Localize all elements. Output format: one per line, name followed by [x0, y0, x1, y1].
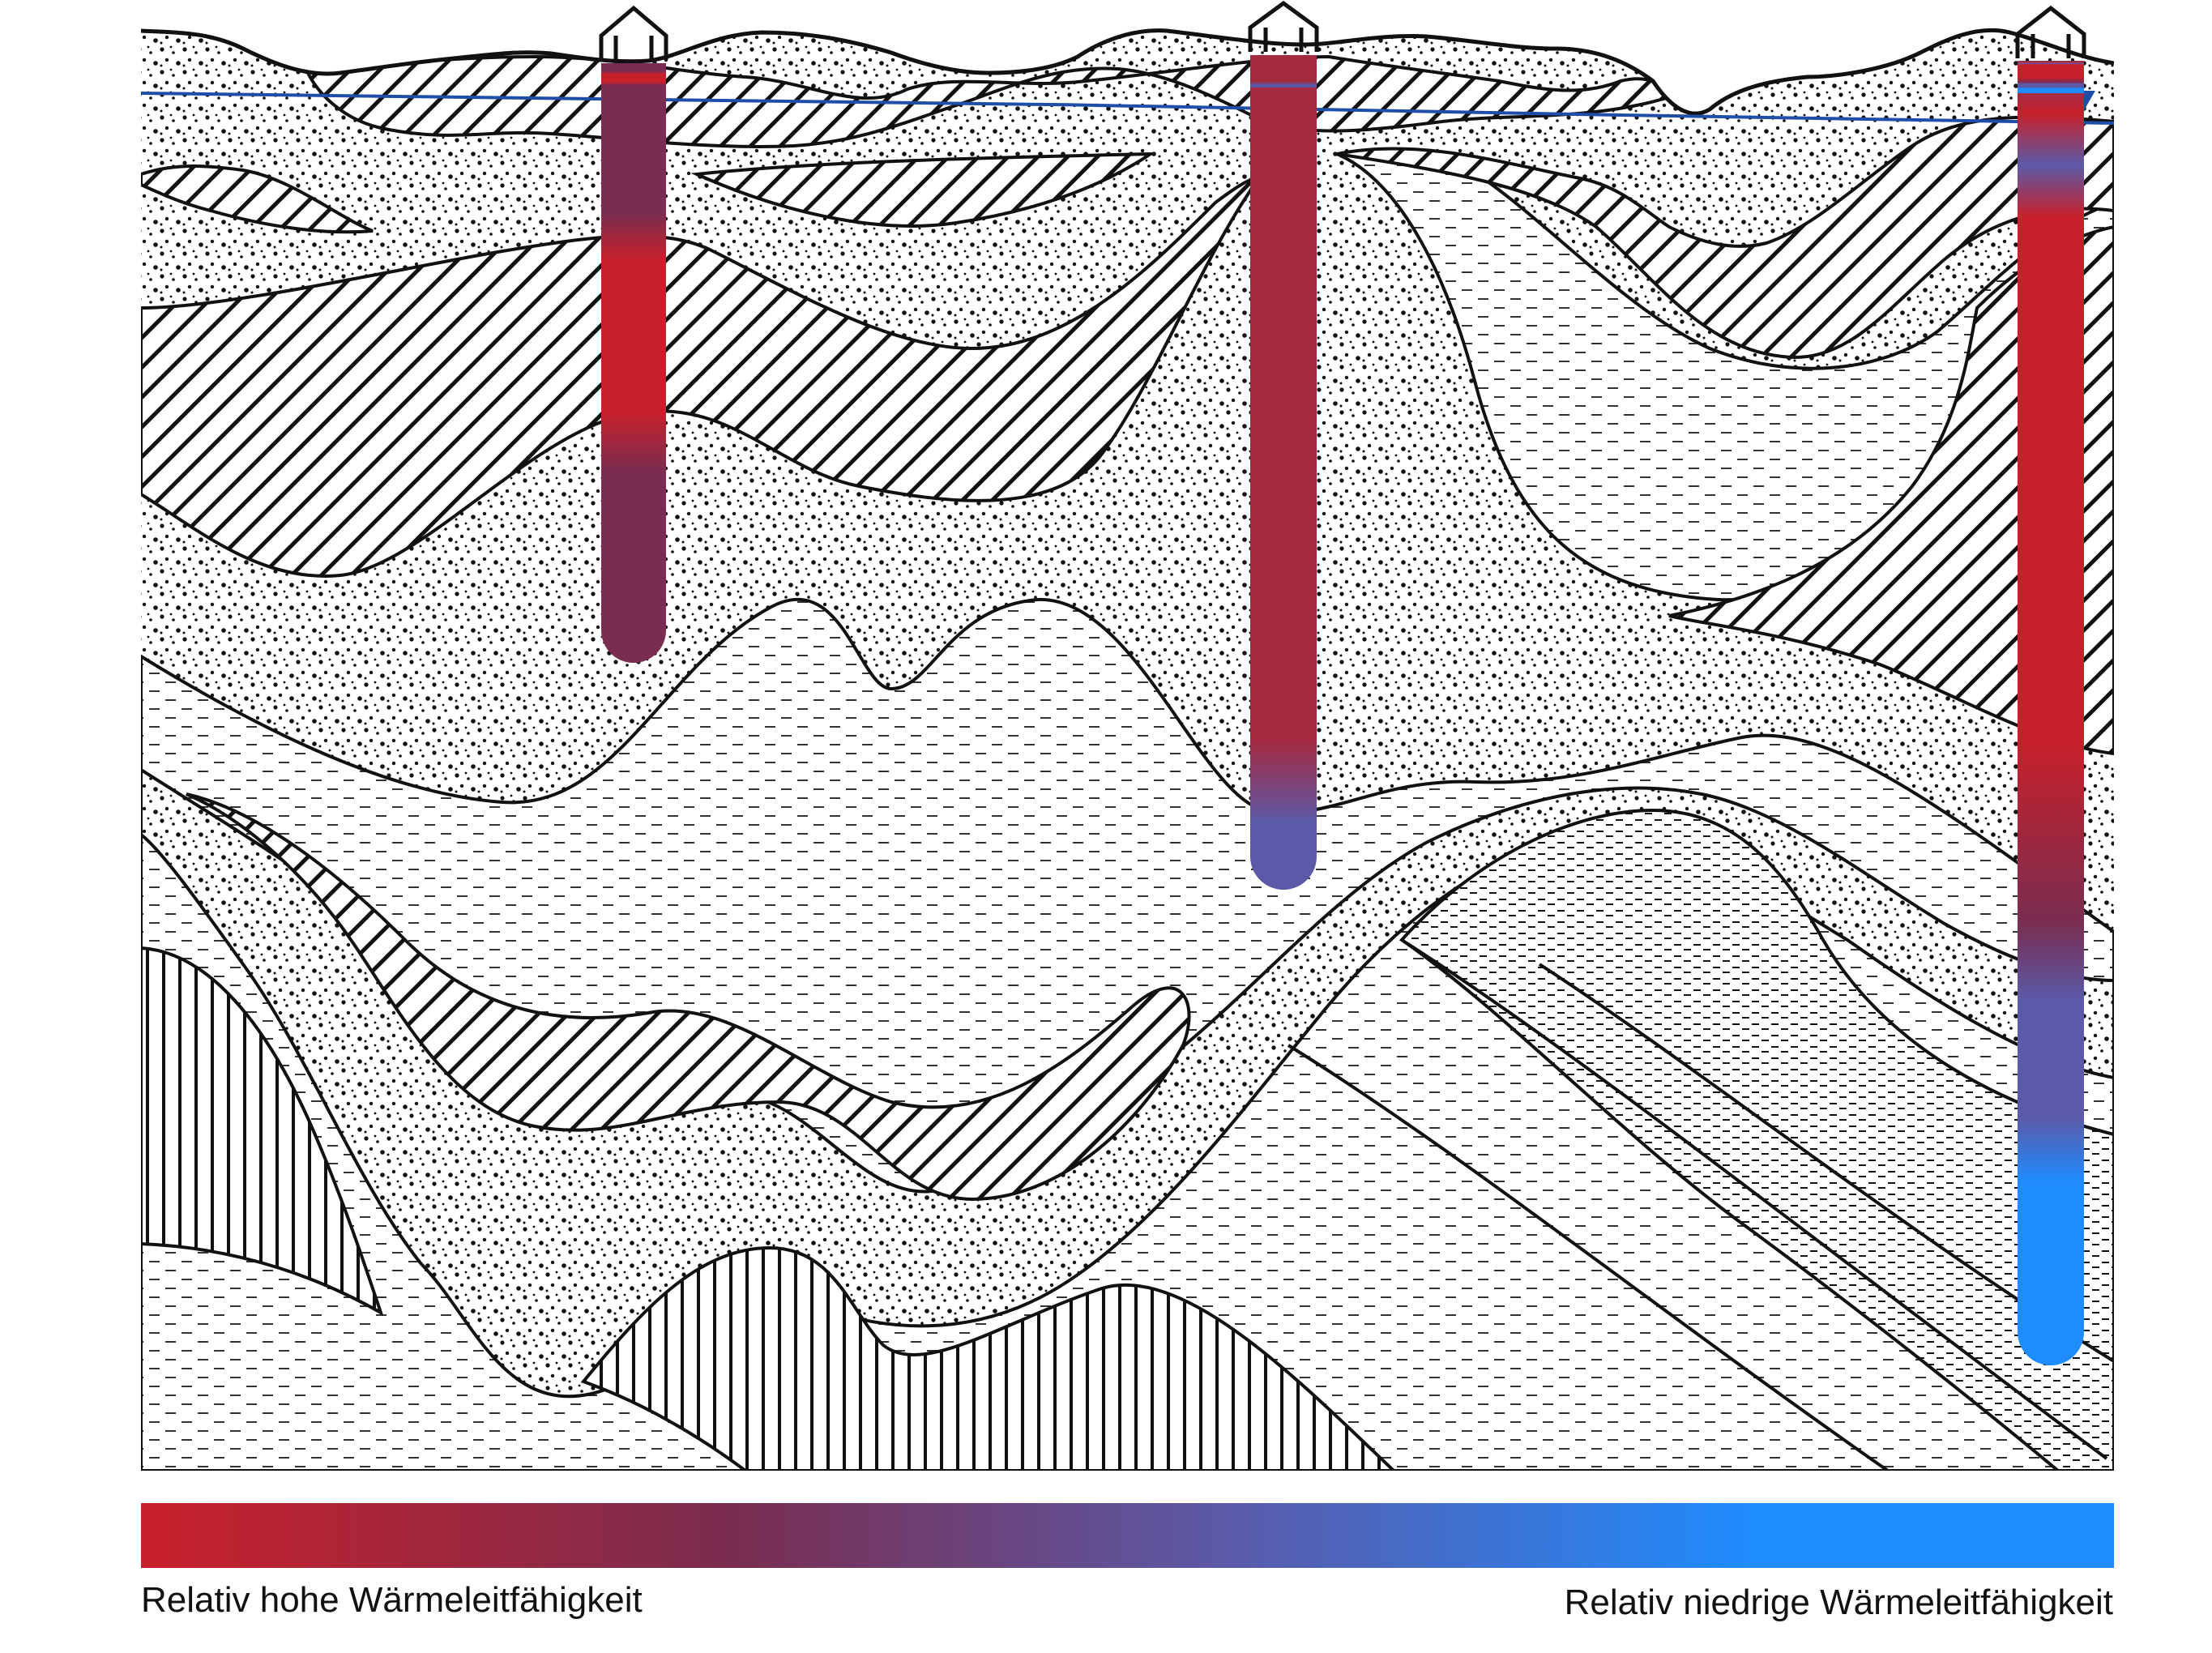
borehole-middle	[1248, 0, 1319, 890]
legend-high-label: Relativ hohe Wärmeleitfähigkeit	[141, 1580, 643, 1620]
terrain-line	[141, 28, 2114, 116]
vertical-hatch-left	[141, 946, 384, 1317]
groundwater-line	[141, 92, 2114, 125]
sky-mask	[141, 24, 2114, 114]
borehole-left	[599, 5, 668, 663]
house-icon	[599, 5, 668, 60]
borehole-right-shaft	[2018, 61, 2084, 1365]
borehole-left-shaft	[601, 63, 666, 663]
legend-gradient-bar	[141, 1503, 2114, 1568]
diagonal-strip-surface-right	[1336, 115, 2114, 359]
borehole-middle-shaft	[1250, 55, 1317, 890]
strata-group	[141, 24, 2114, 1471]
house-icon	[1248, 0, 1319, 52]
dip-line-2	[1400, 938, 2108, 1460]
legend-low-label: Relativ niedrige Wärmeleitfähigkeit	[1564, 1583, 2113, 1622]
diagonal-layer-lower	[186, 792, 1191, 1202]
diagonal-lens-middle	[690, 152, 1156, 228]
borehole-right	[2015, 5, 2086, 1365]
vertical-hatch-center	[580, 1245, 1396, 1471]
sand-band-middle	[141, 767, 2114, 1399]
diagonal-lens-left	[141, 164, 374, 234]
diagonal-layer-right	[1668, 224, 2114, 756]
dip-line-1	[1287, 1044, 1890, 1471]
house-icon	[2015, 5, 2086, 58]
